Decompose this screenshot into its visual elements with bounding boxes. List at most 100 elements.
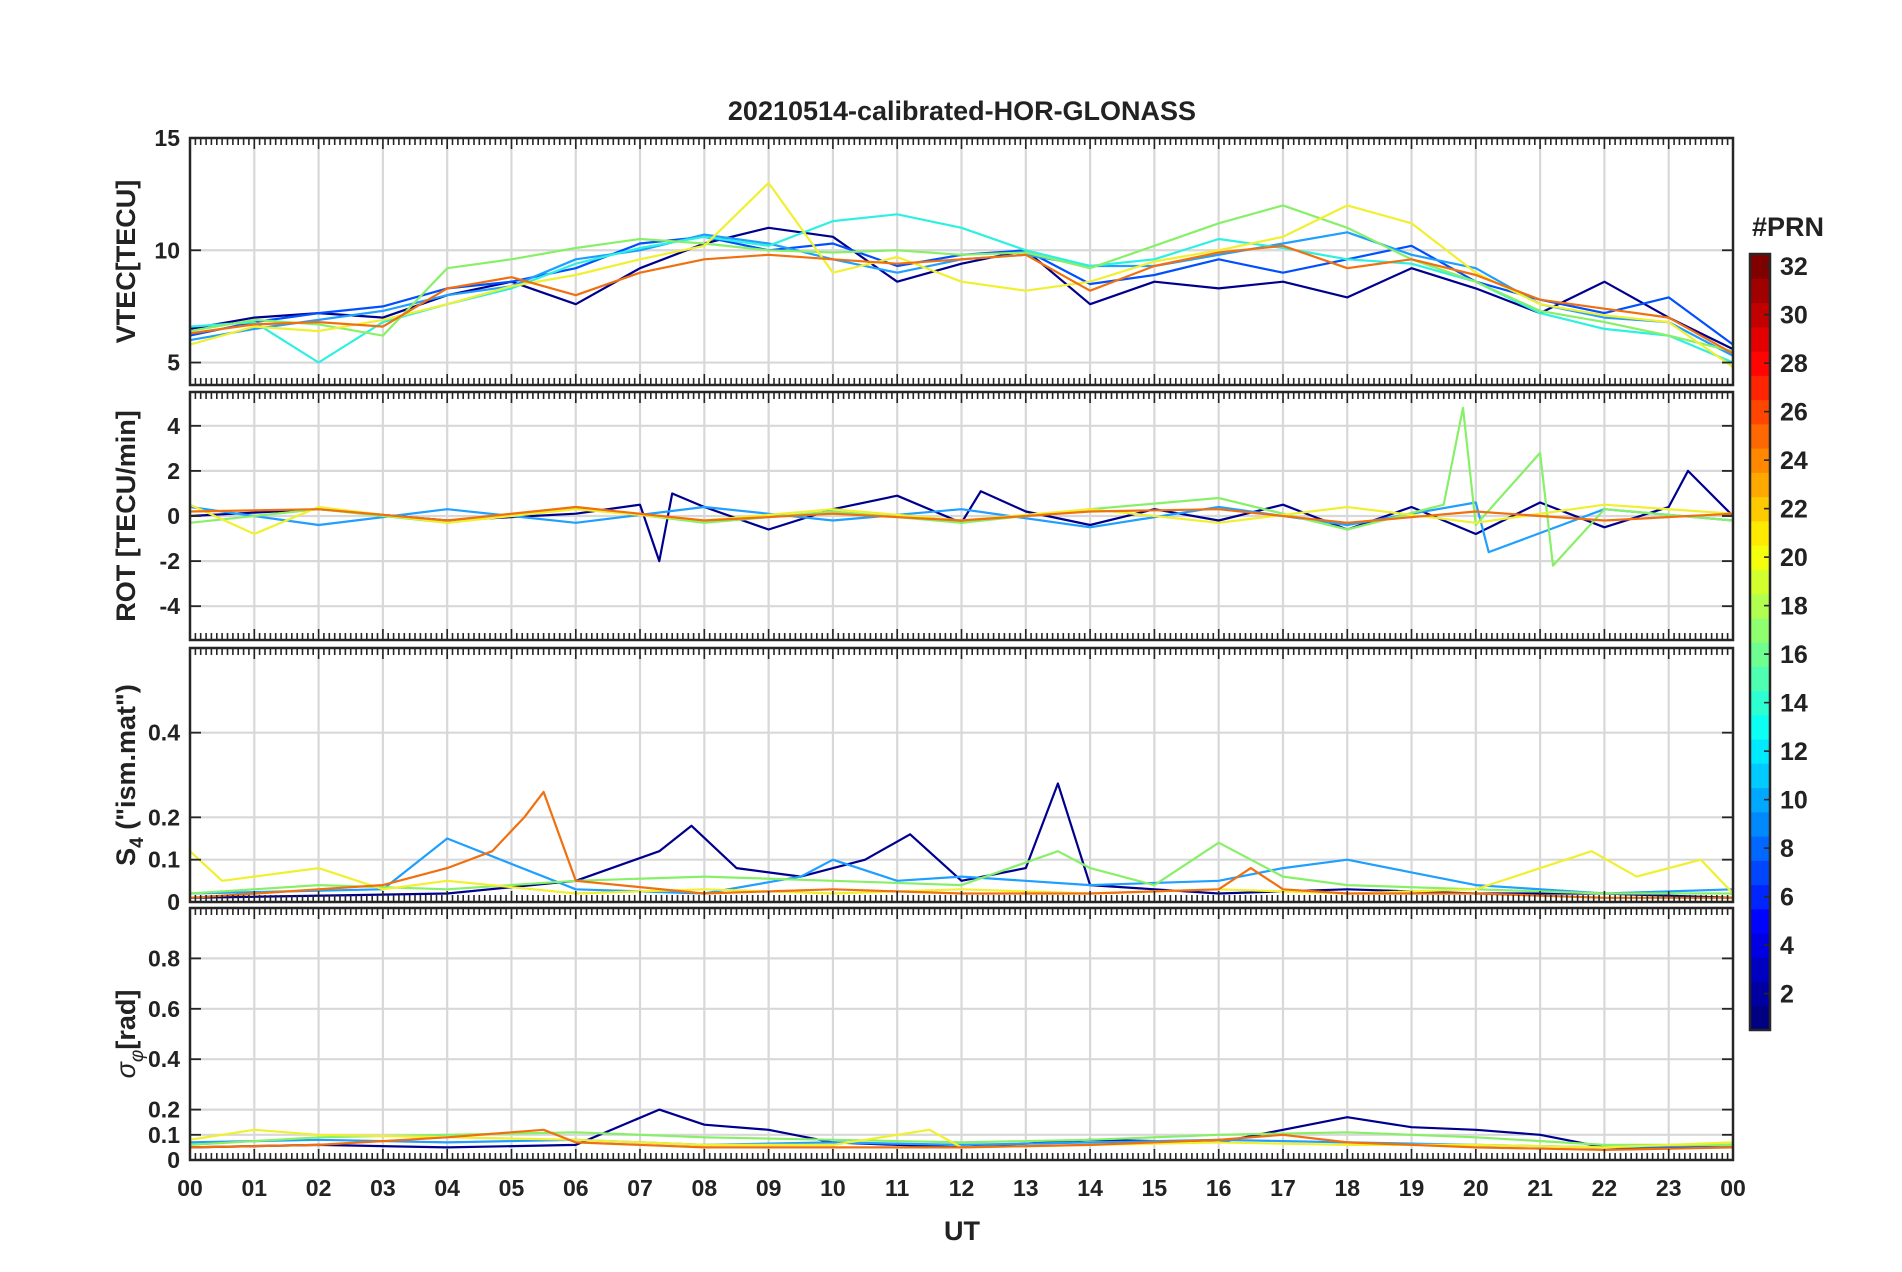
- x-tick-label: 20: [1463, 1175, 1489, 1201]
- colorbar-segment: [1750, 884, 1770, 910]
- y-tick-label: 0.4: [148, 720, 180, 746]
- x-tick-label: 00: [177, 1175, 203, 1201]
- series-line-sigma-2: [190, 1131, 1733, 1147]
- colorbar-tick-label: 16: [1780, 641, 1808, 669]
- y-tick-label: -4: [160, 593, 181, 619]
- x-tick-label: 17: [1270, 1175, 1296, 1201]
- colorbar-segment: [1750, 908, 1770, 934]
- colorbar-tick-label: 32: [1780, 253, 1808, 281]
- series-line-vtec-5: [190, 181, 1733, 368]
- colorbar-segment: [1750, 545, 1770, 570]
- colorbar-tick-label: 6: [1780, 884, 1794, 912]
- series-line-s4-3: [190, 850, 1733, 895]
- colorbar-segment: [1750, 423, 1770, 449]
- colorbar-tick-label: 4: [1780, 932, 1794, 960]
- colorbar-segment: [1750, 472, 1770, 498]
- chart-title: 20210514-calibrated-HOR-GLONASS: [728, 96, 1196, 126]
- x-tick-label: 18: [1334, 1175, 1360, 1201]
- colorbar-tick-label: 10: [1780, 787, 1808, 815]
- colorbar-segment: [1750, 496, 1770, 522]
- colorbar-segment: [1750, 957, 1770, 983]
- y-axis-label-s4: S4 ("ism.mat"): [111, 684, 148, 866]
- x-tick-label: 05: [499, 1175, 525, 1201]
- y-tick-label: 2: [167, 458, 180, 484]
- colorbar-segment: [1750, 739, 1770, 764]
- x-tick-label: 14: [1077, 1175, 1103, 1201]
- series-line-s4-0: [190, 782, 1733, 899]
- colorbar-tick-label: 30: [1780, 302, 1808, 330]
- colorbar-segment: [1750, 714, 1770, 740]
- colorbar-segment: [1750, 520, 1770, 546]
- y-axis-label-rot: ROT [TECU/min]: [111, 410, 141, 621]
- colorbar-segment: [1750, 811, 1770, 837]
- x-ticks: [194, 392, 1729, 640]
- colorbar-tick-label: 20: [1780, 544, 1808, 572]
- colorbar-tick-label: 28: [1780, 350, 1808, 378]
- panel-rot: -4 -2 0 2 4 ROT [TECU/min]: [111, 390, 1735, 642]
- x-tick-label: 15: [1142, 1175, 1168, 1201]
- panel-sigma: 00.10.2 0.4 0.6 0.8σφ[rad]: [111, 906, 1735, 1173]
- panel-s4: 0 0.1 0.2 0.4S4 ("ism.mat"): [111, 646, 1735, 915]
- colorbar-tick-label: 8: [1780, 835, 1794, 863]
- y-tick-label: 0.6: [148, 996, 180, 1022]
- x-tick-label: 01: [241, 1175, 267, 1201]
- colorbar-label: #PRN: [1752, 212, 1824, 242]
- colorbar-segment: [1750, 593, 1770, 619]
- colorbar-segment: [1750, 399, 1770, 425]
- colorbar-tick-label: 18: [1780, 593, 1808, 621]
- x-tick-label: 10: [820, 1175, 846, 1201]
- y-tick-label: 0.1: [148, 1122, 180, 1148]
- y-tick-label: 0: [167, 1147, 180, 1173]
- x-tick-label: 11: [885, 1175, 910, 1201]
- colorbar-segment: [1750, 375, 1770, 401]
- x-ticks: [194, 138, 1729, 385]
- colorbar-segment: [1750, 448, 1770, 473]
- series-group: [190, 406, 1733, 567]
- x-tick-label: 12: [949, 1175, 975, 1201]
- colorbar-tick-label: 14: [1780, 690, 1808, 718]
- y-tick-label: 5: [167, 350, 180, 376]
- colorbar-segment: [1750, 787, 1770, 813]
- colorbar-frame: [1748, 252, 1772, 1032]
- colorbar-segment: [1750, 933, 1770, 958]
- x-tick-label: 23: [1656, 1175, 1682, 1201]
- x-tick-label: 22: [1592, 1175, 1618, 1201]
- series-line-s4-2: [190, 841, 1733, 895]
- y-tick-label: 0.1: [148, 847, 180, 873]
- x-tick-label: 04: [434, 1175, 460, 1201]
- colorbar-segment: [1750, 1005, 1770, 1031]
- colorbar-segment: [1750, 326, 1770, 352]
- x-tick-label: 02: [306, 1175, 332, 1201]
- y-tick-label: 10: [154, 237, 180, 263]
- colorbar-segment: [1750, 617, 1770, 643]
- colorbar-segment: [1750, 351, 1770, 376]
- y-tick-label: 0: [167, 889, 180, 915]
- colorbar-segment: [1750, 690, 1770, 716]
- series-line-rot-3: [190, 503, 1733, 536]
- colorbar-tick-label: 24: [1780, 447, 1808, 475]
- x-ticks: [194, 648, 1729, 902]
- series-line-rot-4: [190, 505, 1733, 524]
- x-tick-label: 19: [1399, 1175, 1425, 1201]
- series-line-sigma-4: [190, 1128, 1733, 1152]
- series-line-vtec-6: [190, 244, 1733, 355]
- colorbar-segment: [1750, 981, 1770, 1007]
- colorbar-tick-label: 26: [1780, 399, 1808, 427]
- x-tick-label: 06: [563, 1175, 589, 1201]
- x-tick-label: 09: [756, 1175, 782, 1201]
- x-tick-label: 00: [1720, 1175, 1746, 1201]
- y-axis-label-sigma: σφ[rad]: [111, 990, 148, 1079]
- colorbar-segment: [1750, 254, 1770, 279]
- y-tick-label: 0.4: [148, 1046, 180, 1072]
- colorbar-segment: [1750, 763, 1770, 789]
- y-tick-label: 0: [167, 503, 180, 529]
- colorbar-segment: [1750, 860, 1770, 886]
- x-axis-label: UT: [944, 1216, 980, 1246]
- colorbar-tick-label: 12: [1780, 738, 1808, 766]
- colorbar-segment: [1750, 278, 1770, 304]
- y-tick-label: 4: [167, 413, 180, 439]
- series-group: [190, 1108, 1733, 1152]
